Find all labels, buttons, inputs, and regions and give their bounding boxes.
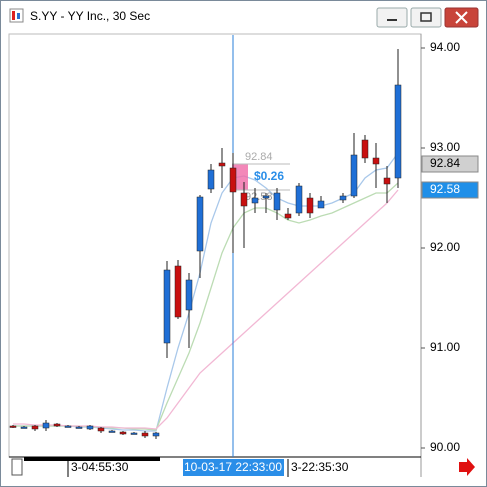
candle-body xyxy=(240,192,248,207)
candle-body xyxy=(86,425,94,430)
plot-area xyxy=(8,33,422,458)
window-title: S.YY - YY Inc., 30 Sec xyxy=(30,9,150,23)
y-tick-label: 91.00 xyxy=(430,340,460,354)
candle-body xyxy=(262,195,270,199)
app-icon xyxy=(9,8,24,23)
price-marker xyxy=(421,181,479,199)
candle-body xyxy=(152,432,160,437)
candle-body xyxy=(20,426,28,429)
x-tick-label: 10-03-17 22:33:00 xyxy=(184,460,282,474)
maximize-button[interactable] xyxy=(410,7,442,28)
candle-body xyxy=(207,169,215,190)
close-button[interactable] xyxy=(444,7,479,28)
candle-body xyxy=(196,196,204,252)
y-tick-label: 93.00 xyxy=(430,140,460,154)
candle-body xyxy=(42,422,50,429)
candle-body xyxy=(163,269,171,344)
price-marker xyxy=(421,155,479,173)
scroll-bar[interactable] xyxy=(24,457,160,461)
candle-body xyxy=(9,425,17,428)
moving-average-line xyxy=(13,189,399,430)
candle-body xyxy=(53,423,61,427)
candle-body xyxy=(350,154,358,197)
candle-body xyxy=(119,431,127,435)
candle-body xyxy=(108,430,116,433)
candle-body xyxy=(339,195,347,201)
candle-body xyxy=(394,84,402,179)
candle-body xyxy=(284,213,292,219)
app-icon xyxy=(12,11,15,20)
ruler-high-label: 92.84 xyxy=(245,151,273,163)
crosshair-time-box xyxy=(183,459,284,476)
candle-body xyxy=(361,139,369,159)
x-tick-label: 3-04:55:30 xyxy=(71,460,129,474)
price-marker-label: 92.84 xyxy=(430,156,460,170)
x-tick-label: 3-22:35:30 xyxy=(291,460,349,474)
scroll-right-arrow[interactable] xyxy=(459,458,475,476)
candle-body xyxy=(130,432,138,435)
price-marker-label: 92.58 xyxy=(430,182,460,196)
candle-body xyxy=(31,425,39,430)
candle-body xyxy=(383,177,391,185)
candle-body xyxy=(295,185,303,214)
candle-body xyxy=(229,167,237,193)
ruler-delta: $0.26 xyxy=(254,169,284,183)
scroll-box[interactable] xyxy=(11,458,23,476)
candle-body xyxy=(251,197,259,204)
minimize-button[interactable] xyxy=(376,7,408,28)
candle-body xyxy=(185,279,193,311)
y-tick-label: 92.00 xyxy=(430,240,460,254)
candle-body xyxy=(273,192,281,211)
y-tick-label: 90.00 xyxy=(430,440,460,454)
candle-body xyxy=(75,426,83,429)
y-tick-label: 94.00 xyxy=(430,40,460,54)
candle-body xyxy=(174,265,182,318)
candle-body xyxy=(306,197,314,214)
app-icon xyxy=(17,13,20,19)
candle-body xyxy=(372,157,380,165)
candle-body xyxy=(218,162,226,167)
candle-body xyxy=(317,200,325,209)
candle-body xyxy=(64,425,72,428)
candle-body xyxy=(97,427,105,432)
candle-body xyxy=(141,432,149,437)
